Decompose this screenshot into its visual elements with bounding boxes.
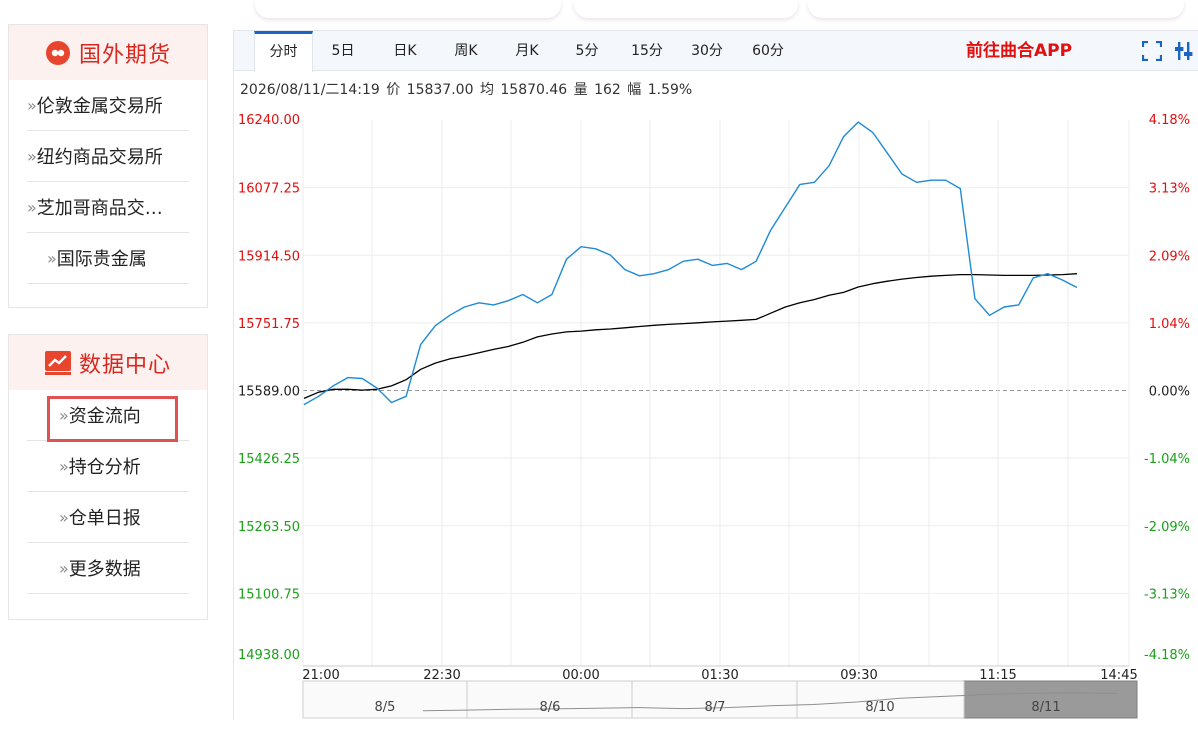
y-tick-label: 14938.00 — [238, 648, 300, 663]
sidebar-item-lme[interactable]: ›› 伦敦金属交易所 — [27, 80, 189, 131]
tab-monthly-k[interactable]: 月K — [515, 43, 539, 59]
pct-tick-label: 2.09% — [1149, 249, 1190, 264]
navigator-date-label: 8/10 — [865, 700, 894, 715]
data-center-panel-header: 数据中心 — [9, 335, 207, 390]
futures-panel-header: 国外期货 — [9, 25, 207, 80]
top-card-1 — [255, 0, 561, 18]
price-line — [303, 121, 1078, 406]
tab-daily-k[interactable]: 日K — [393, 43, 417, 59]
sidebar-item-label: 持仓分析 — [68, 457, 141, 478]
chevron-right-icon: ›› — [59, 405, 69, 425]
sidebar-item-label: 仓单日报 — [68, 508, 141, 529]
chevron-right-icon: ›› — [59, 456, 69, 476]
futures-icon — [45, 40, 70, 65]
x-tick-label: 22:30 — [423, 668, 460, 683]
open-app-link[interactable]: 前往曲合APP — [966, 41, 1073, 61]
sidebar-item-label: 纽约商品交易所 — [36, 147, 163, 168]
top-card-2 — [574, 0, 798, 18]
y-tick-label: 15914.50 — [238, 249, 300, 264]
tab-5day[interactable]: 5日 — [331, 43, 355, 59]
pct-tick-label: 4.18% — [1149, 113, 1190, 128]
top-card-3 — [808, 0, 1184, 18]
chevron-right-icon: ›› — [27, 197, 37, 217]
pct-tick-label: -4.18% — [1144, 648, 1190, 663]
futures-panel: 国外期货 ›› 伦敦金属交易所 ›› 纽约商品交易所 ›› 芝加哥商品交… ››… — [8, 24, 208, 308]
avg-value: 15870.46 — [500, 82, 568, 98]
navigator-date-label: 8/6 — [540, 700, 561, 715]
futures-panel-title: 国外期货 — [78, 42, 171, 68]
volume-label: 量 — [573, 82, 588, 98]
period-tab-bar: 分时 5日 日K 周K 月K 5分 15分 30分 60分 前往曲合APP — [234, 31, 1198, 72]
data-center-panel-title: 数据中心 — [78, 352, 171, 378]
sidebar-item-precious-metals[interactable]: ›› 国际贵金属 — [27, 233, 189, 284]
chevron-right-icon: ›› — [59, 558, 69, 578]
average-line — [303, 273, 1078, 399]
x-tick-label: 21:00 — [302, 668, 339, 683]
tab-weekly-k[interactable]: 周K — [454, 43, 478, 59]
chevron-right-icon: ›› — [27, 146, 37, 166]
sidebar-item-label: 伦敦金属交易所 — [36, 96, 163, 117]
y-tick-label: 16077.25 — [238, 182, 300, 197]
sidebar-item-label: 更多数据 — [68, 559, 141, 580]
navigator-date-label: 8/7 — [705, 700, 726, 715]
y-tick-label: 15751.75 — [238, 317, 300, 332]
quote-info-line: 2026/08/11/二14:19 价 15837.00 均 15870.46 … — [240, 79, 694, 99]
chevron-right-icon: ›› — [27, 95, 37, 115]
fullscreen-icon[interactable] — [1142, 41, 1162, 61]
tab-30min[interactable]: 30分 — [691, 43, 723, 59]
price-label: 价 — [386, 82, 401, 98]
x-tick-label: 11:15 — [979, 668, 1016, 683]
chart-widget: 分时 5日 日K 周K 月K 5分 15分 30分 60分 前往曲合APP 20… — [233, 30, 1198, 720]
sidebar-item-comex[interactable]: ›› 纽约商品交易所 — [27, 131, 189, 182]
sidebar-item-label: 芝加哥商品交… — [36, 198, 163, 219]
tab-15min[interactable]: 15分 — [631, 43, 663, 59]
avg-label: 均 — [479, 82, 494, 98]
intraday-chart[interactable]: 16240.00 4.18% 16077.25 3.13% 15914.50 2.09% 1… — [234, 31, 1198, 721]
chart-trend-icon — [44, 350, 71, 375]
pct-tick-label: 3.13% — [1149, 182, 1190, 197]
pct-tick-label: -3.13% — [1144, 587, 1190, 602]
y-tick-label: 15263.50 — [238, 520, 300, 535]
y-tick-label: 15426.25 — [238, 452, 300, 467]
price-value: 15837.00 — [406, 82, 474, 98]
navigator-window — [963, 680, 1138, 719]
sidebar-item-fund-flow[interactable]: ›› 资金流向 — [27, 390, 189, 442]
data-center-panel: 数据中心 ›› 资金流向 ›› 持仓分析 ›› 仓单日报 ›› 更多数据 — [8, 334, 208, 620]
volume-value: 162 — [594, 82, 621, 98]
chevron-right-icon: ›› — [47, 248, 57, 268]
pct-tick-label: 0.00% — [1149, 385, 1190, 400]
chevron-right-icon: ›› — [59, 507, 69, 527]
highlight-box — [47, 396, 178, 442]
x-tick-label: 00:00 — [562, 668, 599, 683]
y-tick-label: 16240.00 — [238, 113, 300, 128]
x-tick-label: 09:30 — [840, 668, 877, 683]
sidebar-item-position-analysis[interactable]: ›› 持仓分析 — [27, 441, 189, 492]
sidebar-item-label: 国际贵金属 — [56, 249, 147, 270]
sidebar-item-more-data[interactable]: ›› 更多数据 — [27, 543, 189, 594]
x-tick-label: 14:45 — [1100, 668, 1137, 683]
sidebar-item-label: 资金流向 — [68, 406, 141, 427]
y-tick-label: 15589.00 — [238, 385, 300, 400]
navigator-line — [422, 692, 1118, 712]
tab-60min[interactable]: 60分 — [752, 43, 784, 59]
tab-intraday[interactable]: 分时 — [254, 31, 313, 72]
y-tick-label: 15100.75 — [238, 587, 300, 602]
amplitude-label: 幅 — [627, 82, 642, 98]
x-tick-label: 01:30 — [701, 668, 738, 683]
tab-5min[interactable]: 5分 — [575, 43, 599, 59]
sidebar-item-cme[interactable]: ›› 芝加哥商品交… — [27, 182, 189, 233]
pct-tick-label: -1.04% — [1144, 452, 1190, 467]
amplitude-value: 1.59% — [647, 82, 693, 98]
settings-icon[interactable] — [1174, 41, 1194, 61]
navigator-date-label: 8/11 — [1031, 700, 1060, 715]
pct-tick-label: 1.04% — [1149, 317, 1190, 332]
pct-tick-label: -2.09% — [1144, 520, 1190, 535]
navigator-date-label: 8/5 — [375, 700, 396, 715]
sidebar-item-warehouse-receipt[interactable]: ›› 仓单日报 — [27, 492, 189, 543]
quote-datetime: 2026/08/11/二14:19 — [240, 82, 380, 98]
